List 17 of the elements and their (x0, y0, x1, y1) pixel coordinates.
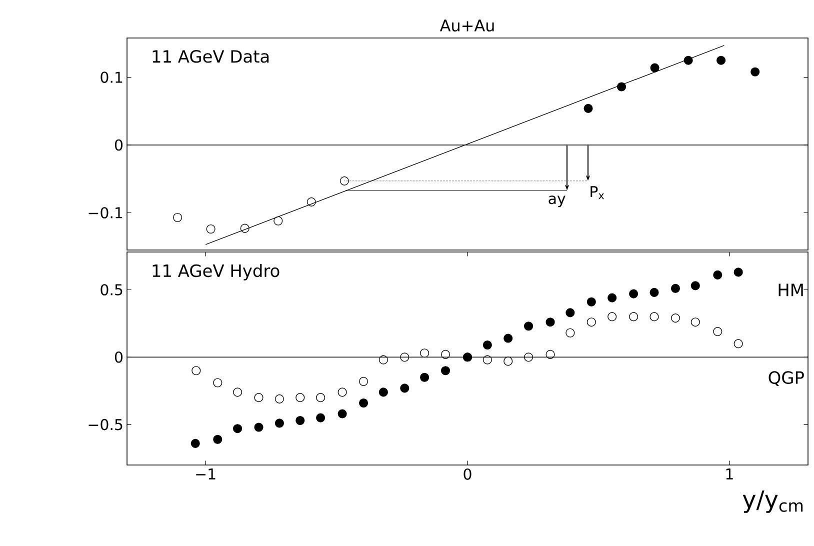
chart-title: Au+Au (440, 20, 494, 32)
x-tick-label: 1 (726, 468, 733, 480)
x-axis-title: y/y$_{cm}$ (742, 490, 803, 513)
y-tick-label: 0 (114, 351, 122, 363)
annotation: P$_{x}$ (590, 186, 604, 200)
y-tick-label: −0.5 (88, 418, 122, 430)
legend-label: HM (778, 284, 803, 296)
annotation: 11 AGeV Data (152, 50, 269, 63)
x-tick-label: −1 (196, 468, 216, 480)
y-tick-label: 0.1 (100, 72, 122, 83)
y-tick-label: 0 (114, 139, 122, 151)
legend-label: QGP (768, 371, 804, 386)
y-tick-label: 0.5 (100, 284, 122, 296)
x-tick-label: 0 (464, 468, 472, 480)
annotation: 11 AGeV Hydro (152, 264, 280, 280)
y-tick-label: −0.1 (88, 207, 122, 218)
annotation: ay (548, 196, 566, 208)
